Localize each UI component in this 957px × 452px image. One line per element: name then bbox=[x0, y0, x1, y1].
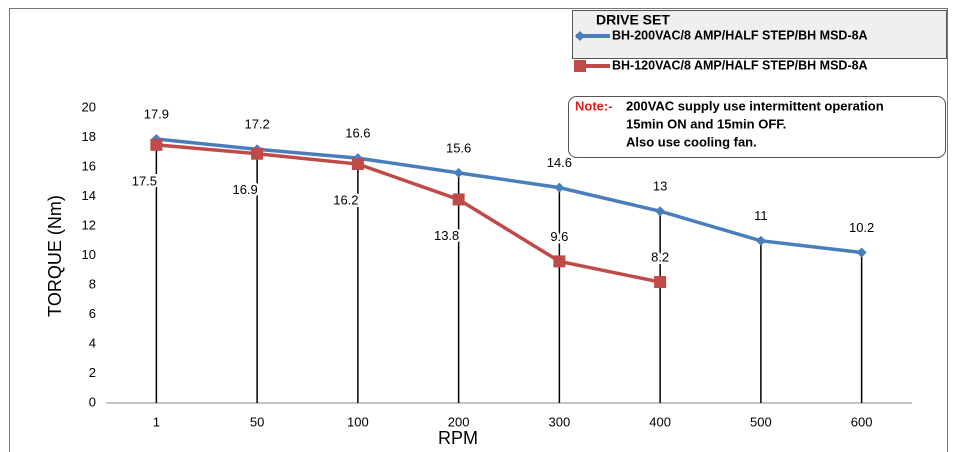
legend-marker bbox=[575, 31, 585, 41]
data-label: 13.8 bbox=[434, 228, 459, 243]
note-box bbox=[568, 96, 946, 158]
note-line: 200VAC supply use intermittent operation bbox=[626, 98, 884, 113]
y-tick-label: 0 bbox=[89, 394, 96, 409]
y-tick-label: 20 bbox=[82, 99, 96, 114]
point bbox=[856, 247, 867, 258]
legend-title: DRIVE SET bbox=[596, 12, 670, 28]
y-tick-label: 6 bbox=[89, 306, 96, 321]
x-tick-label: 500 bbox=[750, 414, 772, 429]
data-label: 17.2 bbox=[244, 117, 269, 132]
series-line bbox=[156, 143, 661, 284]
y-tick-label: 8 bbox=[89, 276, 96, 291]
point bbox=[655, 206, 666, 217]
legend-label: BH-120VAC/8 AMP/HALF STEP/BH MSD-8A bbox=[612, 58, 868, 72]
point bbox=[755, 235, 766, 246]
y-tick-label: 16 bbox=[82, 158, 96, 173]
y-axis-label: TORQUE (Nm) bbox=[45, 195, 65, 317]
data-label: 13 bbox=[653, 179, 667, 194]
y-tick-label: 4 bbox=[89, 335, 96, 350]
point bbox=[654, 276, 667, 289]
data-label: 14.6 bbox=[547, 155, 572, 170]
note-line: 15min ON and 15min OFF. bbox=[626, 116, 786, 131]
series-line bbox=[156, 137, 862, 255]
point bbox=[150, 138, 163, 151]
y-tick-label: 12 bbox=[82, 217, 96, 232]
data-label: 9.6 bbox=[550, 229, 568, 244]
point bbox=[351, 158, 364, 171]
data-label: 17.9 bbox=[144, 106, 169, 121]
data-label: 15.6 bbox=[446, 140, 471, 155]
x-tick-label: 200 bbox=[448, 414, 470, 429]
y-tick-label: 18 bbox=[82, 129, 96, 144]
point bbox=[452, 193, 465, 206]
point bbox=[251, 147, 264, 160]
legend-label: BH-200VAC/8 AMP/HALF STEP/BH MSD-8A bbox=[612, 28, 868, 42]
point bbox=[554, 182, 565, 193]
note-line: Also use cooling fan. bbox=[626, 134, 757, 149]
data-label: 16.9 bbox=[232, 182, 257, 197]
frame bbox=[9, 8, 948, 452]
y-tick-label: 10 bbox=[82, 247, 96, 262]
data-label: 17.5 bbox=[132, 173, 157, 188]
point bbox=[553, 255, 566, 268]
x-tick-label: 600 bbox=[851, 414, 873, 429]
y-tick-label: 2 bbox=[89, 365, 96, 380]
data-label: 8.2 bbox=[651, 249, 669, 264]
data-label: 10.2 bbox=[849, 220, 874, 235]
x-tick-label: 300 bbox=[549, 414, 571, 429]
data-label: 16.6 bbox=[345, 126, 370, 141]
data-label: 11 bbox=[754, 208, 768, 223]
legend-marker bbox=[574, 60, 586, 72]
data-label: 16.2 bbox=[333, 192, 358, 207]
y-tick-label: 14 bbox=[82, 188, 96, 203]
x-tick-label: 400 bbox=[649, 414, 671, 429]
x-tick-label: 1 bbox=[153, 414, 160, 429]
legend-box bbox=[572, 10, 947, 59]
x-tick-label: 50 bbox=[250, 414, 264, 429]
x-axis-label: RPM bbox=[438, 428, 478, 448]
x-tick-label: 100 bbox=[347, 414, 369, 429]
note-label: Note:- bbox=[575, 98, 613, 113]
point bbox=[453, 167, 464, 178]
